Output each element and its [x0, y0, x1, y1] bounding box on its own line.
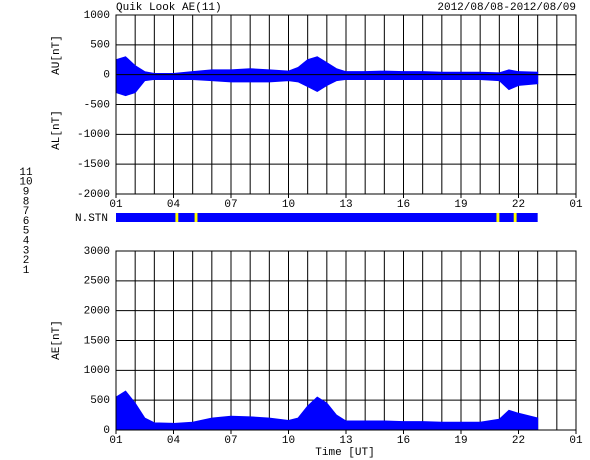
- legend-label: 3: [23, 245, 30, 257]
- legend-label: 1: [23, 265, 30, 277]
- legend-label: 10: [19, 177, 32, 189]
- station-segment: [513, 213, 517, 222]
- y-tick-label: 1500: [84, 335, 110, 347]
- x-tick-label: 04: [167, 199, 181, 211]
- y-tick-label: -2000: [77, 189, 110, 201]
- legend-label: 5: [23, 226, 30, 238]
- x-tick-label: 13: [339, 199, 352, 211]
- station-segment: [116, 213, 538, 222]
- x-tick-label: 04: [167, 435, 181, 447]
- y-axis-label: AL[nT]: [51, 110, 63, 150]
- y-tick-label: 0: [103, 425, 110, 437]
- chart-title: Quik Look AE(11): [116, 2, 222, 14]
- area: [115, 74, 539, 97]
- x-axis-label: Time [UT]: [315, 447, 374, 459]
- y-tick-label: -1000: [77, 129, 110, 141]
- legend-label: 11: [19, 167, 33, 179]
- y-tick-label: 1000: [84, 10, 110, 22]
- legend-label: 9: [23, 187, 30, 199]
- legend-label: 7: [23, 206, 30, 218]
- x-tick-label: 13: [339, 435, 352, 447]
- x-tick-label: 10: [282, 435, 295, 447]
- x-tick-label: 19: [454, 435, 467, 447]
- y-tick-label: -500: [84, 99, 110, 111]
- plot-frame: [115, 250, 577, 431]
- y-axis-label: AU[nT]: [51, 35, 63, 75]
- x-tick-label: 22: [512, 199, 525, 211]
- legend-label: 2: [23, 255, 30, 267]
- y-tick-label: 500: [90, 395, 110, 407]
- y-tick-label: 2000: [84, 306, 110, 318]
- station-segment: [175, 213, 179, 222]
- station-segment: [496, 213, 500, 222]
- y-tick-label: 500: [90, 40, 110, 52]
- y-tick-label: 3000: [84, 246, 110, 258]
- x-tick-label: 01: [109, 435, 123, 447]
- y-tick-label: 0: [103, 70, 110, 82]
- plot-frame: [115, 14, 577, 195]
- strip-label: N.STN: [75, 213, 108, 225]
- x-tick-label: 01: [109, 199, 123, 211]
- x-tick-label: 22: [512, 435, 525, 447]
- area: [115, 390, 539, 431]
- chart-subtitle: 2012/08/08-2012/08/09: [437, 2, 576, 14]
- x-tick-label: 07: [224, 199, 237, 211]
- y-tick-label: 1000: [84, 365, 110, 377]
- area: [115, 56, 539, 76]
- x-tick-label: 07: [224, 435, 237, 447]
- x-tick-label: 16: [397, 435, 410, 447]
- legend-label: 8: [23, 196, 30, 208]
- y-tick-label: -1500: [77, 159, 110, 171]
- x-tick-label: 19: [454, 199, 467, 211]
- legend-label: 6: [23, 216, 30, 228]
- legend-label: 4: [23, 236, 30, 248]
- station-segment: [194, 213, 198, 222]
- y-axis-label: AE[nT]: [51, 320, 63, 360]
- x-tick-label: 01: [569, 435, 583, 447]
- x-tick-label: 10: [282, 199, 295, 211]
- y-tick-label: 2500: [84, 276, 110, 288]
- x-tick-label: 01: [569, 199, 583, 211]
- x-tick-label: 16: [397, 199, 410, 211]
